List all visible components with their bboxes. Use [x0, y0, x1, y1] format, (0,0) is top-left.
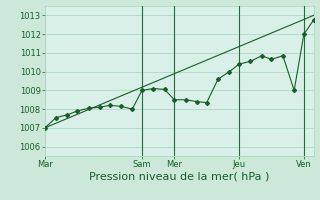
X-axis label: Pression niveau de la mer( hPa ): Pression niveau de la mer( hPa )	[89, 172, 269, 182]
